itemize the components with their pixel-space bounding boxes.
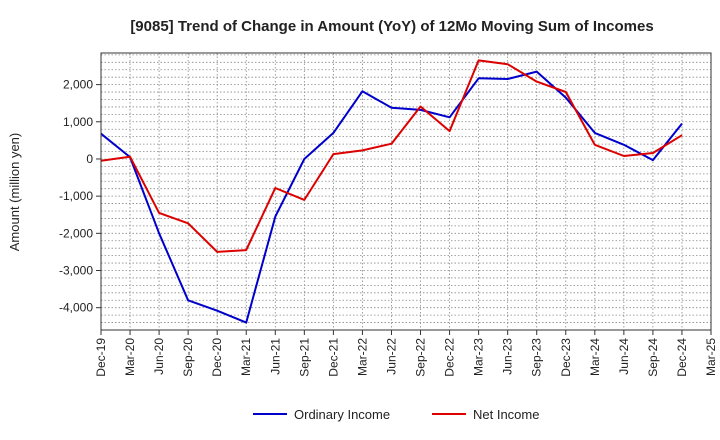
x-tick-label: Mar-22 [355,338,369,376]
y-axis-label: Amount (million yen) [7,133,22,252]
x-tick-label: Mar-24 [588,338,602,376]
x-tick-label: Sep-23 [530,338,544,377]
x-tick-label: Sep-21 [297,338,311,377]
legend-label: Net Income [473,407,539,422]
x-tick-label: Mar-23 [472,338,486,376]
plot-frame [100,52,712,331]
chart-title: [9085] Trend of Change in Amount (YoY) o… [130,18,653,35]
x-tick-label: Sep-22 [414,338,428,377]
x-tick-label: Sep-24 [646,338,660,377]
y-tick-label: 0 [86,152,93,166]
x-tick-label: Dec-20 [210,338,224,377]
x-tick-label: Jun-23 [501,338,515,375]
y-tick-label: -2,000 [59,226,93,240]
y-tick-label: 2,000 [63,78,93,92]
x-tick-label: Dec-21 [326,338,340,377]
series-layer [100,59,683,324]
x-tick-label: Dec-23 [559,338,573,377]
y-tick-label: -1,000 [59,189,93,203]
x-tick-label: Mar-25 [704,338,718,376]
x-tick-label: Jun-24 [617,338,631,375]
series-line-ordinary-income [100,70,683,324]
series-line-net-income [100,59,683,253]
y-ticks: 2,000 1,000 0 -1,000 -2,000 -3,000 -4,000 [59,78,101,315]
y-tick-label: 1,000 [63,115,93,129]
x-tick-label: Sep-20 [181,338,195,377]
x-tick-label: Jun-20 [152,338,166,375]
y-tick-label: -3,000 [59,264,93,278]
y-tick-label: -4,000 [59,301,93,315]
x-tick-label: Jun-22 [384,338,398,375]
x-tick-label: Mar-20 [123,338,137,376]
x-tick-label: Mar-21 [239,338,253,376]
grid [101,53,711,331]
x-tick-label: Jun-21 [268,338,282,375]
legend-label: Ordinary Income [294,407,390,422]
x-tick-label: Dec-24 [675,338,689,377]
x-ticks: Dec-19 Mar-20 Jun-20 Sep-20 Dec-20 Mar-21 Jun-… [94,330,718,377]
legend: Ordinary Income Net Income [253,407,539,422]
x-tick-label: Dec-22 [443,338,457,377]
x-tick-label: Dec-19 [94,338,108,377]
